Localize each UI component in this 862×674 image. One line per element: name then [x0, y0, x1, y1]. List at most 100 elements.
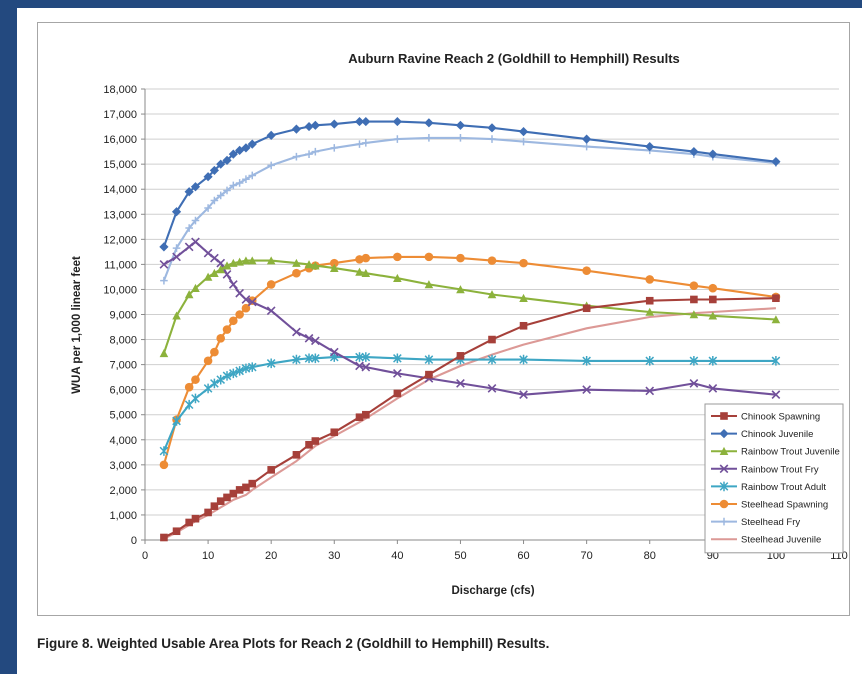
data-point [772, 294, 780, 302]
data-point [267, 162, 275, 170]
data-point [204, 384, 212, 394]
data-point [204, 357, 213, 366]
y-tick-label: 15,000 [103, 159, 137, 171]
series-line-chinook-spawning [164, 298, 776, 537]
data-point [771, 157, 780, 166]
y-tick-label: 1,000 [109, 510, 137, 522]
data-point [583, 304, 591, 312]
data-point [293, 153, 301, 161]
data-point [709, 296, 717, 304]
y-tick-label: 4,000 [109, 435, 137, 447]
data-point [160, 349, 169, 357]
x-tick-label: 70 [581, 550, 593, 562]
data-point [646, 297, 654, 305]
x-tick-label: 80 [644, 550, 656, 562]
series-line-steelhead-juvenile [164, 308, 776, 539]
data-point [582, 266, 591, 275]
data-point [487, 123, 496, 132]
data-point [393, 253, 402, 262]
data-point [160, 277, 168, 285]
data-point [223, 271, 231, 279]
data-point [362, 139, 370, 147]
data-point [394, 135, 402, 143]
y-tick-label: 8,000 [109, 335, 137, 347]
series-chinook-spawning [160, 294, 780, 541]
data-point [235, 310, 244, 319]
data-point [645, 275, 654, 284]
data-point [488, 336, 496, 344]
data-point [267, 466, 275, 474]
y-tick-label: 0 [131, 535, 137, 547]
data-point [311, 121, 320, 130]
y-tick-label: 14,000 [103, 184, 137, 196]
data-point [230, 281, 238, 289]
data-point [356, 140, 364, 148]
series-chinook-juvenile [159, 117, 780, 251]
x-tick-label: 10 [202, 550, 214, 562]
data-point [690, 296, 698, 304]
y-tick-label: 13,000 [103, 209, 137, 221]
data-point [267, 280, 276, 289]
legend-label: Chinook Juvenile [741, 429, 813, 440]
data-point [456, 121, 465, 130]
legend-marker [720, 412, 728, 420]
y-tick-label: 9,000 [109, 310, 137, 322]
data-point [267, 307, 275, 315]
y-tick-label: 18,000 [103, 84, 137, 96]
figure-caption: Figure 8. Weighted Usable Area Plots for… [37, 636, 549, 651]
series-lines [159, 117, 780, 541]
y-tick-label: 2,000 [109, 485, 137, 497]
x-tick-label: 40 [391, 550, 403, 562]
data-point [457, 352, 465, 360]
y-tick-label: 11,000 [104, 259, 137, 271]
data-point [267, 131, 276, 140]
y-tick-label: 12,000 [103, 234, 137, 246]
data-point [425, 371, 433, 379]
data-point [519, 259, 528, 268]
data-point [519, 127, 528, 136]
y-tick-label: 5,000 [109, 410, 137, 422]
data-point [292, 124, 301, 133]
legend: Chinook Spawning Chinook Juvenile Rainbow … [705, 404, 843, 553]
data-point [173, 527, 181, 535]
y-tick-label: 3,000 [109, 460, 137, 472]
data-point [582, 135, 591, 144]
data-point [425, 253, 434, 262]
legend-label: Rainbow Trout Juvenile [741, 447, 840, 458]
figure-sheet: Auburn Ravine Reach 2 (Goldhill to Hemph… [17, 8, 862, 674]
data-point [292, 269, 301, 278]
chart-title: Auburn Ravine Reach 2 (Goldhill to Hemph… [348, 51, 680, 66]
y-tick-label: 17,000 [103, 109, 137, 121]
data-point [185, 383, 194, 392]
x-tick-label: 0 [142, 550, 148, 562]
data-point [160, 446, 168, 456]
legend-box [705, 404, 843, 553]
legend-label: Steelhead Juvenile [741, 535, 821, 546]
x-axis-title: Discharge (cfs) [451, 585, 534, 597]
data-point [330, 119, 339, 128]
data-point [393, 117, 402, 126]
data-point [330, 144, 338, 152]
x-tick-label: 30 [328, 550, 340, 562]
data-point [690, 281, 699, 290]
x-tick-label: 60 [517, 550, 529, 562]
legend-label: Chinook Spawning [741, 412, 820, 423]
data-point [229, 316, 238, 325]
data-point [216, 334, 225, 343]
series-line-chinook-juvenile [164, 122, 776, 247]
y-tick-label: 7,000 [109, 360, 137, 372]
x-tick-label: 50 [454, 550, 466, 562]
data-point [185, 243, 193, 251]
data-point [330, 428, 338, 436]
data-point [583, 143, 591, 151]
legend-label: Rainbow Trout Adult [741, 482, 826, 493]
series-rainbow-trout-adult [160, 352, 780, 456]
series-rainbow-trout-juvenile [160, 256, 781, 357]
data-point [223, 325, 232, 334]
y-tick-label: 6,000 [109, 385, 137, 397]
data-point [211, 254, 219, 262]
data-point [192, 515, 200, 523]
x-tick-label: 20 [265, 550, 277, 562]
data-point [204, 249, 212, 257]
data-point [210, 348, 219, 357]
